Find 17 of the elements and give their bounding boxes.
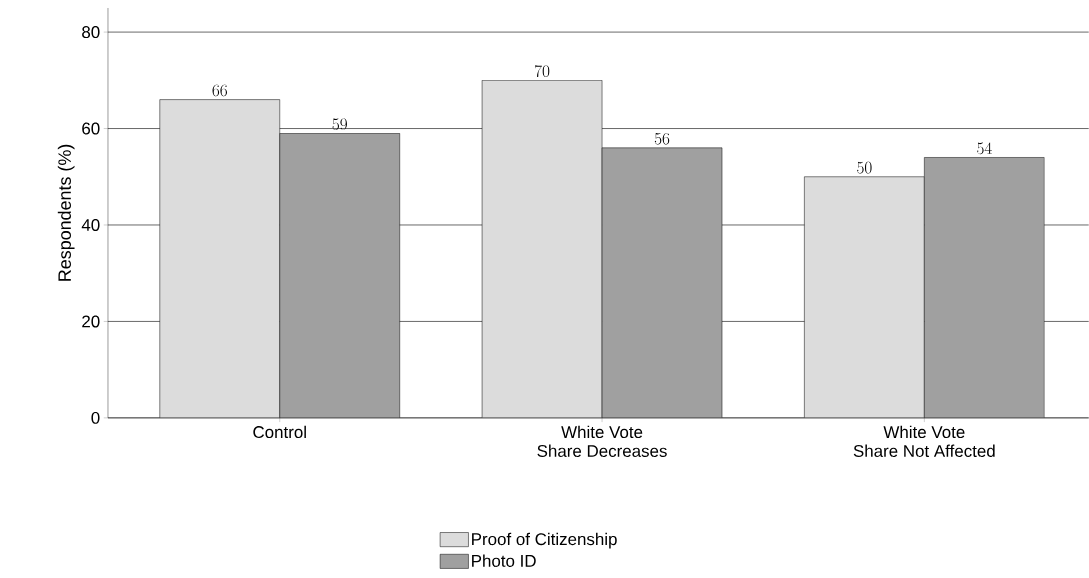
x-tick-label: White Vote Share Decreases	[537, 425, 667, 458]
legend-label: Proof of Citizenship	[472, 532, 617, 549]
x-tick-label: White Vote Share Not Affected	[853, 425, 995, 458]
data-label: 54	[977, 142, 992, 155]
data-label: 50	[857, 161, 872, 174]
x-tick-label: Control	[253, 425, 306, 439]
y-tick-label: 40	[81, 219, 100, 232]
data-label: 56	[654, 132, 670, 145]
y-tick-label: 0	[91, 411, 100, 424]
y-axis-title: Respondents (%)	[57, 144, 75, 281]
y-tick-label: 60	[82, 122, 100, 135]
y-tick-label: 20	[82, 315, 100, 328]
legend-label: Photo ID	[472, 554, 536, 567]
data-label: 66	[212, 84, 227, 97]
data-label: 70	[534, 65, 550, 78]
y-tick-label: 80	[82, 26, 100, 39]
data-label: 59	[332, 118, 347, 131]
